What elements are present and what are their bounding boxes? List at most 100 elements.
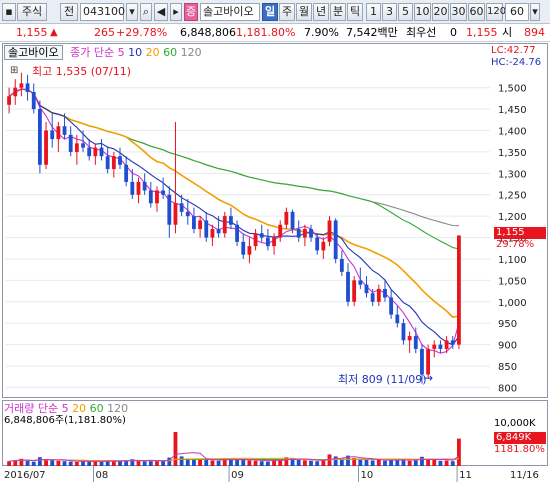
volume-bar — [136, 460, 141, 466]
volume-bar — [192, 459, 196, 466]
candle-body — [136, 181, 141, 195]
speaker-icon[interactable]: ◀ — [154, 3, 168, 21]
volume-bar — [155, 461, 159, 466]
period-tick[interactable]: 틱 — [347, 3, 363, 21]
candle-body — [216, 229, 221, 234]
period-week[interactable]: 주 — [279, 3, 295, 21]
candle-body — [272, 237, 276, 247]
candle-body — [296, 229, 301, 238]
jeon-button[interactable]: 전 — [60, 3, 78, 21]
volume-bar — [376, 460, 381, 466]
volume-ma-line-20 — [9, 457, 459, 462]
candle-body — [253, 233, 258, 247]
crosshair-icon[interactable]: ⊞ — [10, 65, 19, 76]
toolbar: ▪ 주식 전 043100 ▾ ⌕ ◀ ▸ 증 솔고바이오 일 주 월 년 분 … — [0, 0, 550, 24]
candle-body — [241, 241, 246, 255]
candle-body — [118, 156, 122, 165]
last-pct-label: 29.78% — [496, 239, 535, 250]
candle-body — [130, 181, 135, 195]
search-icon[interactable]: ⌕ — [140, 3, 152, 21]
interval-1[interactable]: 1 — [366, 3, 381, 21]
arrow-icon[interactable]: ▸ — [170, 3, 182, 21]
candle-body — [56, 126, 61, 140]
stock-name: 솔고바이오 — [200, 3, 260, 21]
candle-body — [420, 348, 424, 375]
candle-body — [265, 237, 270, 247]
volume-bar — [229, 459, 233, 466]
moving-averages — [8, 88, 460, 354]
volume-percent: 1,181.80% — [236, 26, 296, 39]
volume-value: 6,848,806 — [180, 26, 236, 39]
volume-panel[interactable] — [2, 400, 548, 466]
legend-ma-60: 60 — [163, 46, 178, 59]
candle-body — [31, 91, 36, 110]
candle-body — [111, 156, 116, 170]
market-select[interactable]: 주식 — [17, 3, 47, 21]
interval-3[interactable]: 3 — [382, 3, 397, 21]
period-day[interactable]: 일 — [262, 3, 278, 21]
period-year[interactable]: 년 — [313, 3, 329, 21]
volume-bar — [210, 460, 215, 466]
change-value: 265 — [94, 26, 115, 39]
volume-bar — [13, 460, 18, 466]
price-tick-label: 1,300 — [498, 169, 527, 180]
volume-bar — [44, 459, 48, 466]
candle-body — [19, 83, 24, 88]
volume-badge: 6,849K — [494, 432, 546, 444]
hc-label: HC:-24.76 — [491, 57, 542, 68]
volume-bar — [333, 456, 338, 466]
order-qty: 0 — [450, 26, 457, 39]
volume-bar — [222, 458, 227, 466]
volume-bar — [130, 459, 135, 466]
menu-icon[interactable]: ▪ — [2, 3, 16, 21]
date-label: 09 — [231, 470, 244, 481]
vol-legend-ma-60: 60 — [89, 402, 104, 415]
interval-120[interactable]: 120 — [486, 3, 506, 21]
volume-bar — [413, 460, 418, 466]
ma-line-20 — [8, 88, 460, 319]
vol-legend-ma-5: 5 — [61, 402, 69, 415]
ma-line-10 — [8, 88, 460, 346]
volume-bar — [198, 460, 203, 466]
period-minute[interactable]: 분 — [330, 3, 346, 21]
price-tick-label: 950 — [498, 319, 517, 330]
last-price-badge: 1,155 — [494, 227, 546, 239]
volume-bar — [37, 457, 42, 466]
candle-body — [259, 233, 264, 238]
candle-body — [302, 229, 307, 238]
volume-bar — [284, 457, 289, 466]
candle-body — [389, 297, 394, 315]
volume-bar — [401, 460, 406, 466]
date-label: 08 — [96, 470, 109, 481]
candle-body — [37, 109, 42, 165]
price-tick-label: 850 — [498, 362, 517, 373]
interval-20[interactable]: 20 — [432, 3, 449, 21]
candle-body — [222, 216, 227, 234]
legend-ma-label: 종가 단순 — [70, 46, 115, 59]
code-input[interactable]: 043100 — [80, 3, 125, 21]
candle-body — [173, 203, 178, 225]
code-dropdown-icon[interactable]: ▾ — [126, 3, 138, 21]
interval-30[interactable]: 30 — [450, 3, 467, 21]
volume-bar — [68, 461, 73, 466]
candle-body — [161, 190, 166, 195]
order-price: 1,155 — [466, 26, 498, 39]
volume-bar — [179, 456, 184, 466]
price-tick-label: 1,400 — [498, 127, 527, 138]
count-input[interactable]: 60 — [505, 3, 529, 21]
volume-bar — [432, 460, 437, 466]
volume-bar — [173, 432, 178, 466]
period-month[interactable]: 월 — [296, 3, 312, 21]
interval-60[interactable]: 60 — [468, 3, 485, 21]
volume-bar — [74, 462, 79, 466]
interval-5[interactable]: 5 — [398, 3, 413, 21]
interval-10[interactable]: 10 — [414, 3, 431, 21]
count-dropdown-icon[interactable]: ▾ — [530, 3, 540, 21]
volume-bar — [302, 460, 307, 466]
date-label: 2016/07 — [4, 470, 46, 481]
volume-bar — [339, 458, 344, 466]
volume-bar — [352, 458, 357, 466]
volume-bar — [259, 461, 264, 466]
candle-body — [358, 280, 363, 285]
